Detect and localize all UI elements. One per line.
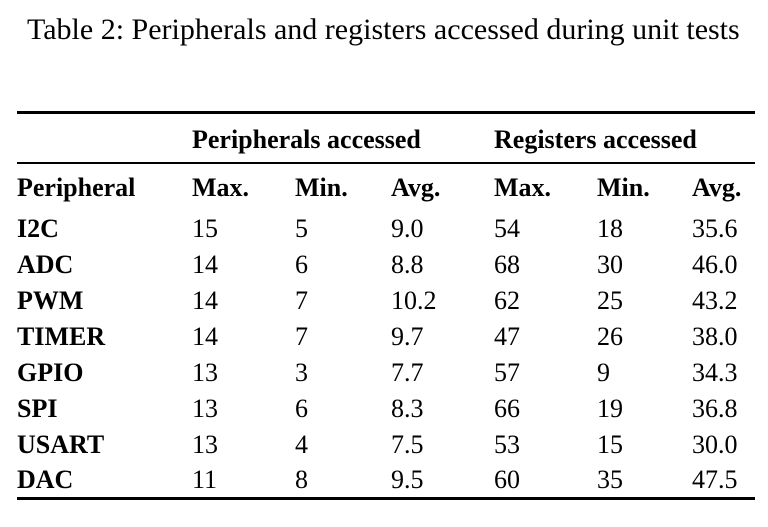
cell-value: 7.7 [391,357,424,387]
cell-value: 14 [192,285,218,315]
cell-value: 68 [494,249,520,279]
table-row-usart: USART 13 4 7.5 53 15 30.0 [17,427,755,463]
peripherals-registers-table: Peripherals accessed Registers accessed … [17,111,755,500]
column-header-peripherals-max: Max. [192,172,250,202]
group-header-spacer [17,112,192,164]
paper-page: Table 2: Peripherals and registers acces… [0,13,768,500]
table-row-timer: TIMER 14 7 9.7 47 26 38.0 [17,319,755,355]
column-header-peripherals-min: Min. [295,172,348,202]
cell-value: 30 [597,249,623,279]
column-header-registers-max: Max. [494,172,552,202]
table-body: I2C 15 5 9.0 54 18 35.6 ADC 14 6 8.8 68 30 46.0 PWM 14 7… [17,211,755,499]
cell-value: 9.7 [391,321,424,351]
column-header-peripherals-avg: Avg. [391,172,441,202]
table-row-spi: SPI 13 6 8.3 66 19 36.8 [17,391,755,427]
cell-value: 8.3 [391,393,424,423]
table-row-gpio: GPIO 13 3 7.7 57 9 34.3 [17,355,755,391]
cell-value: 38.0 [692,321,738,351]
cell-value: 5 [295,213,308,243]
cell-value: 14 [192,321,218,351]
cell-value: 36.8 [692,393,738,423]
cell-value: 62 [494,285,520,315]
cell-value: 13 [192,393,218,423]
cell-value: 9.5 [391,464,424,494]
row-label-pwm: PWM [17,285,84,315]
group-header-peripherals-accessed: Peripherals accessed [192,112,494,164]
cell-value: 7.5 [391,429,424,459]
row-label-gpio: GPIO [17,357,84,387]
cell-value: 47 [494,321,520,351]
cell-value: 15 [597,429,623,459]
cell-value: 13 [192,429,218,459]
cell-value: 10.2 [391,285,437,315]
cell-value: 13 [192,357,218,387]
cell-value: 15 [192,213,218,243]
cell-value: 9.0 [391,213,424,243]
cell-value: 25 [597,285,623,315]
cell-value: 18 [597,213,623,243]
cell-value: 11 [192,464,218,494]
cell-value: 6 [295,393,308,423]
column-header-registers-min: Min. [597,172,650,202]
table-caption: Table 2: Peripherals and registers acces… [27,13,740,46]
column-header-row: Peripheral Max. Min. Avg. Max. Min. Avg. [17,163,755,211]
table-row-adc: ADC 14 6 8.8 68 30 46.0 [17,247,755,283]
table-row-i2c: I2C 15 5 9.0 54 18 35.6 [17,211,755,247]
cell-value: 35.6 [692,213,738,243]
row-label-adc: ADC [17,249,74,279]
cell-value: 26 [597,321,623,351]
cell-value: 35 [597,464,623,494]
cell-value: 3 [295,357,308,387]
cell-value: 46.0 [692,249,738,279]
cell-value: 60 [494,464,520,494]
cell-value: 47.5 [692,464,738,494]
cell-value: 30.0 [692,429,738,459]
cell-value: 6 [295,249,308,279]
row-label-usart: USART [17,429,105,459]
cell-value: 57 [494,357,520,387]
column-header-peripheral: Peripheral [17,172,136,202]
group-header-registers-accessed: Registers accessed [494,112,755,164]
row-label-timer: TIMER [17,321,106,351]
column-header-registers-avg: Avg. [692,172,742,202]
row-label-i2c: I2C [17,213,59,243]
cell-value: 34.3 [692,357,738,387]
table-header: Peripherals accessed Registers accessed … [17,112,755,211]
cell-value: 8.8 [391,249,424,279]
cell-value: 14 [192,249,218,279]
cell-value: 66 [494,393,520,423]
cell-value: 43.2 [692,285,738,315]
cell-value: 4 [295,429,308,459]
cell-value: 19 [597,393,623,423]
cell-value: 7 [295,321,308,351]
cell-value: 8 [295,464,308,494]
cell-value: 7 [295,285,308,315]
table-row-pwm: PWM 14 7 10.2 62 25 43.2 [17,283,755,319]
row-label-spi: SPI [17,393,58,423]
group-header-row: Peripherals accessed Registers accessed [17,112,755,164]
cell-value: 54 [494,213,520,243]
row-label-dac: DAC [17,464,74,494]
cell-value: 53 [494,429,520,459]
table-row-dac: DAC 11 8 9.5 60 35 47.5 [17,463,755,499]
cell-value: 9 [597,357,610,387]
